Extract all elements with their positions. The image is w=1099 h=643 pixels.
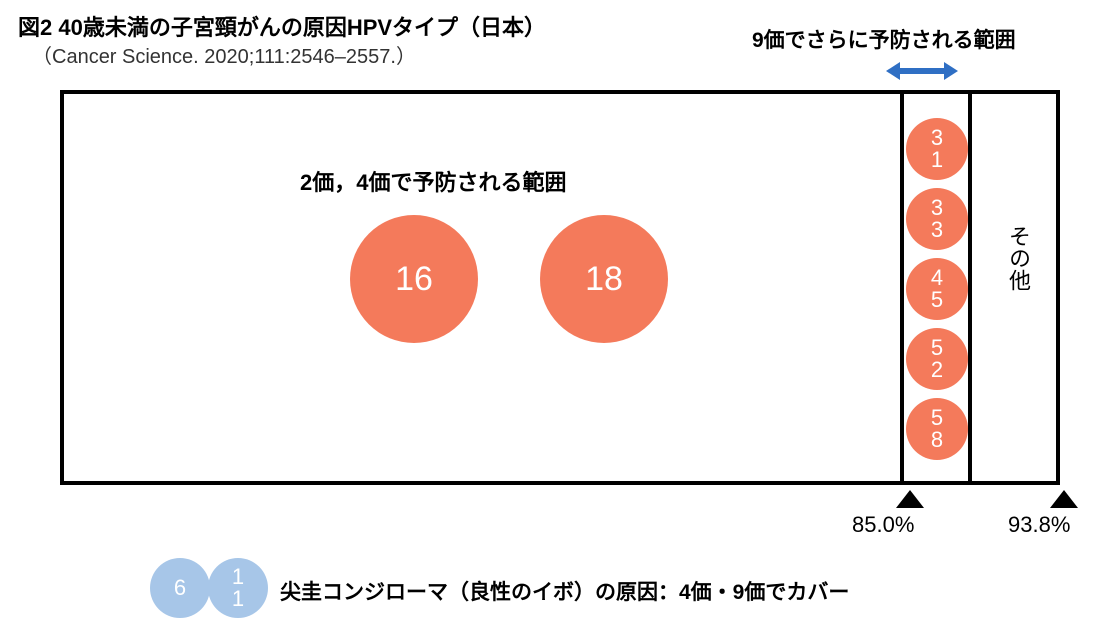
percent-label: 93.8%: [1008, 512, 1070, 538]
hpv-type-circle-58: 58: [906, 398, 968, 460]
hpv-type-circle-6: 6: [150, 558, 210, 618]
ninevalent-range-label: 9価でさらに予防される範囲: [752, 24, 1016, 54]
citation-text: （Cancer Science. 2020;111:2546–2557.）: [32, 40, 416, 69]
bivalent-quadrivalent-label: 2価，4価で予防される範囲: [300, 165, 566, 197]
hpv-type-circle-33: 33: [906, 188, 968, 250]
percent-label: 85.0%: [852, 512, 914, 538]
hpv-type-circle-45: 45: [906, 258, 968, 320]
double-arrow-svg: [886, 58, 958, 84]
percent-marker-icon: [1050, 490, 1078, 508]
hpv-type-circle-11: 11: [208, 558, 268, 618]
other-label: その他: [1002, 225, 1034, 291]
hpv-type-circle-18: 18: [540, 215, 668, 343]
percent-marker-icon: [896, 490, 924, 508]
hpv-type-circle-31: 31: [906, 118, 968, 180]
condyloma-note: 尖圭コンジローマ（良性のイボ）の原因：4価・9価でカバー: [280, 576, 849, 606]
range-arrow-icon: [886, 58, 958, 84]
divider-85: [900, 90, 904, 485]
hpv-type-circle-16: 16: [350, 215, 478, 343]
figure-title: 図2 40歳未満の子宮頸がんの原因HPVタイプ（日本）: [18, 10, 546, 42]
hpv-type-circle-52: 52: [906, 328, 968, 390]
divider-938: [968, 90, 972, 485]
